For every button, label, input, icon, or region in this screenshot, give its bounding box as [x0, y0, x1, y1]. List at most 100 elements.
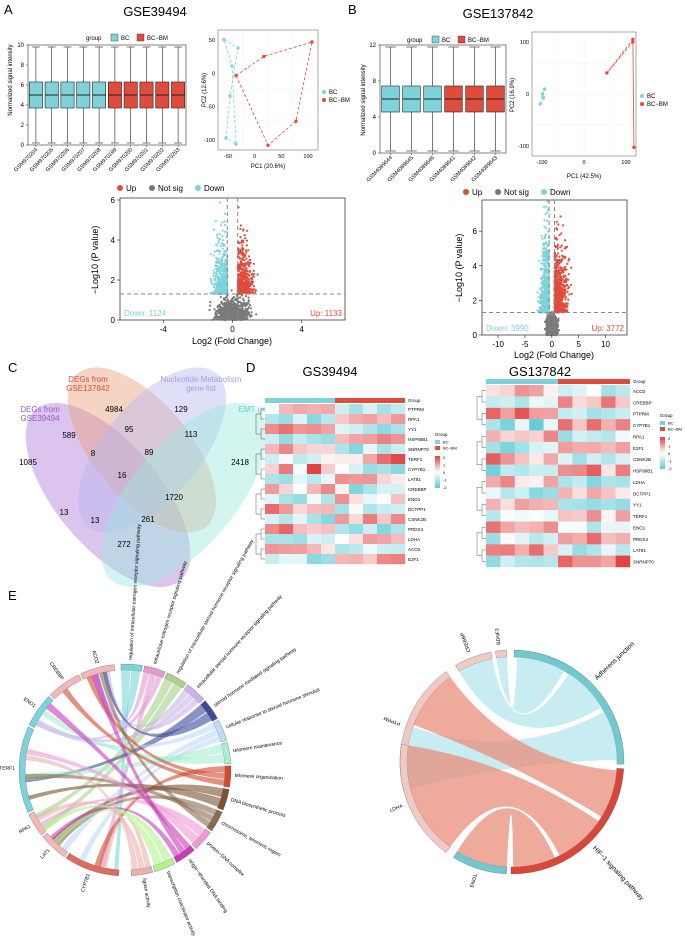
volcano-point: [545, 205, 548, 208]
heatmap-cell: [391, 474, 406, 485]
volcano-point: [564, 280, 567, 284]
volcano-point: [218, 311, 221, 314]
venn-count: 2418: [231, 458, 249, 467]
volcano-point: [539, 296, 542, 299]
panel-a-title: GSE39494: [123, 4, 187, 19]
pca-point: [631, 40, 635, 44]
heatmap-gene-label: YY1: [633, 503, 642, 508]
heatmap-cell: [293, 444, 308, 455]
volcano-point: [219, 272, 222, 275]
volcano-point: [222, 263, 225, 266]
volcano-point: [236, 292, 239, 295]
volcano-point: [252, 269, 255, 272]
pca-b-legend-dot-bm: [640, 102, 644, 106]
volcano-point: [240, 286, 243, 289]
volcano-point: [547, 316, 550, 319]
heatmap-cell: [486, 396, 501, 408]
volcano-point: [241, 288, 244, 291]
heatmap-cell: [543, 430, 559, 443]
heatmap-cell: [321, 504, 336, 515]
volcano-point: [560, 232, 563, 235]
heatmap-gene-label: PRDX4: [408, 527, 424, 532]
heatmap-cell: [486, 498, 501, 511]
volcano-point: [564, 255, 567, 258]
volcano-point: [221, 229, 224, 232]
heatmap-cell: [572, 532, 587, 545]
pca-ytick: 0: [526, 92, 529, 98]
volcano-point: [554, 264, 557, 267]
heatmap-gene-label: LAT81: [408, 477, 421, 482]
heatmap-cell: [349, 474, 364, 485]
volcano-point: [238, 274, 241, 277]
heatmap-cell: [601, 498, 616, 511]
heatmap-cell: [363, 434, 378, 445]
heatmap-cell: [543, 476, 559, 488]
volcano-point: [562, 224, 565, 227]
heatmap-group-label: Group: [633, 379, 646, 384]
heatmap-cell: [363, 484, 378, 495]
heatmap-cell: [486, 532, 501, 545]
heatmap-cell: [500, 487, 515, 499]
heatmap-cell: [377, 454, 392, 465]
vol-b-legend-up: Up: [472, 188, 483, 197]
volcano-point: [256, 273, 259, 276]
pca-point: [542, 87, 547, 91]
heatmap-cell: [349, 424, 364, 435]
pca-point: [224, 136, 228, 140]
volcano-point: [544, 300, 547, 303]
volcano-point: [543, 320, 547, 324]
heatmap-cell: [293, 424, 308, 435]
volcano-point: [249, 315, 252, 318]
volcano-point: [560, 244, 563, 247]
heatmap-cell: [543, 532, 559, 545]
volcano-point: [235, 308, 238, 311]
heatmap-cell: [321, 514, 336, 525]
heatmap-cell: [500, 419, 515, 431]
volcano-point: [224, 264, 228, 267]
heatmap-cell: [307, 484, 322, 495]
volcano-point: [542, 247, 545, 250]
heatmap-cell: [601, 521, 616, 534]
volcano-point: [561, 255, 564, 258]
box-ytick-label: 8: [373, 79, 377, 85]
volcano-point: [214, 220, 217, 223]
volcano-ytick-label: 0: [473, 331, 478, 340]
volcano-point: [557, 300, 560, 304]
heatmap-cell: [335, 474, 350, 485]
heatmap-cell: [391, 554, 406, 565]
volcano-point: [556, 261, 559, 264]
heatmap-scale-step: [435, 460, 440, 463]
venn-count: 129: [174, 405, 188, 414]
volcano-point: [543, 252, 547, 255]
volcano-point: [215, 243, 218, 246]
volcano-point: [249, 277, 253, 280]
volcano-point: [542, 298, 545, 301]
heatmap-cell: [279, 464, 294, 475]
heatmap-cell: [572, 453, 587, 465]
pca-point: [262, 54, 266, 59]
heatmap-gene-label: HSP90B1: [408, 437, 428, 442]
volcano-point: [560, 280, 563, 283]
heatmap-cell: [572, 521, 587, 534]
volcano-point: [230, 289, 233, 292]
heatmap-cell: [601, 430, 616, 443]
volcano-point: [251, 280, 255, 283]
venn-label-nucleotide-l1: Nucleotide Metabolism: [161, 375, 242, 384]
heatmap-cell: [601, 441, 616, 454]
heatmap-cell: [391, 464, 406, 475]
volcano-point: [245, 251, 248, 254]
volcano-point: [225, 250, 228, 253]
pca-xtick: 50: [278, 154, 284, 160]
volcano-point: [564, 288, 567, 291]
volcano-point: [239, 296, 242, 299]
heatmap-cell: [293, 544, 308, 555]
heatmap-cell: [377, 504, 392, 515]
volcano-point: [224, 279, 227, 282]
volcano-point: [543, 219, 546, 222]
volcano-point: [212, 274, 215, 277]
heatmap-cell: [293, 484, 308, 495]
heatmap-cell: [265, 474, 280, 485]
volcano-point: [223, 282, 226, 285]
volcano-point: [558, 255, 561, 258]
heatmap-cell: [279, 414, 294, 425]
